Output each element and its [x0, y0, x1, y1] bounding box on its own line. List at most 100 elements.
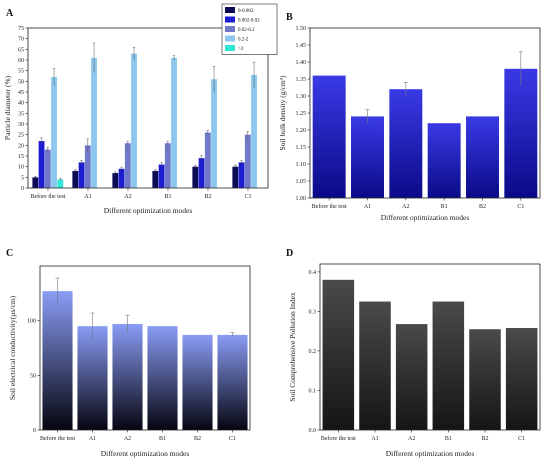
y-tick-label: 25: [18, 133, 24, 139]
bar-c-3: [147, 326, 178, 430]
bar-d-1: [359, 301, 391, 430]
y-tick-label: 1.25: [296, 111, 307, 117]
legend-label: >2: [238, 47, 244, 52]
x-tick-label: B2: [204, 194, 211, 200]
y-axis-label: Soil electrical conductivity(µs/cm): [8, 295, 17, 400]
bar-a-3-0: [51, 77, 57, 188]
x-tick-label: A1: [364, 204, 371, 210]
y-tick-label: 1.30: [296, 94, 307, 100]
panel-letter: C: [6, 248, 13, 259]
x-tick-label: B1: [441, 204, 448, 210]
x-tick-label: A1: [89, 436, 96, 442]
bar-a-2-2: [124, 143, 131, 188]
y-tick-label: 1.40: [296, 60, 307, 66]
y-tick-label: 1.10: [296, 162, 307, 168]
bar-a-0-1: [72, 170, 79, 188]
y-axis-label: Soil bulk density (g/cm³): [278, 75, 287, 150]
bar-a-0-3: [152, 170, 159, 188]
y-tick-label: 5: [21, 175, 24, 181]
bar-b-5: [504, 68, 538, 198]
bar-a-2-5: [244, 134, 251, 188]
bar-a-1-3: [158, 164, 165, 188]
plot-frame: [319, 263, 541, 431]
bar-a-3-2: [131, 53, 137, 188]
x-tick-label: A1: [84, 194, 91, 200]
x-tick-label: B1: [164, 194, 171, 200]
bar-a-2-1: [84, 145, 91, 188]
y-tick-label: 50: [30, 373, 36, 379]
y-tick-label: 55: [18, 69, 24, 75]
y-axis-label: Soil Comprehensive Pollution Index: [288, 292, 297, 402]
y-tick-label: 30: [18, 122, 24, 128]
bar-a-1-4: [198, 158, 205, 188]
y-tick-label: 10: [18, 165, 24, 171]
y-tick-label: 0.2: [309, 349, 317, 355]
y-tick-label: 1.35: [296, 77, 307, 83]
bar-a-3-5: [251, 74, 257, 188]
y-tick-label: 1.20: [296, 128, 307, 134]
panel-letter: A: [6, 8, 14, 19]
y-tick-label: 0: [21, 186, 24, 192]
x-tick-label: B2: [194, 436, 201, 442]
y-tick-label: 1.50: [296, 26, 307, 32]
legend-swatch: [225, 35, 235, 42]
x-axis-label: Different optimization modes: [101, 449, 190, 458]
x-tick-label: A2: [124, 194, 131, 200]
chart-panel-c: C 0 50 100 Before the test A1 A2 B1 B2 C1 Differen…: [6, 248, 251, 458]
legend-swatch: [225, 45, 235, 51]
x-tick-label: A1: [371, 436, 378, 442]
bar-b-4: [466, 116, 499, 198]
y-tick-label: 0.3: [309, 309, 317, 315]
x-tick-label: Before the test: [312, 203, 347, 210]
y-tick-label: 50: [18, 79, 24, 85]
y-axis-label: Particle diameter (%): [3, 75, 12, 140]
bar-d-0: [322, 279, 355, 430]
bar-a-3-4: [211, 79, 217, 188]
bar-a-1-0: [38, 141, 45, 188]
legend-swatch: [225, 7, 235, 13]
legend-swatch: [225, 16, 235, 23]
bar-c-2: [112, 323, 143, 430]
bar-a-2-4: [204, 132, 211, 188]
y-tick-label: 35: [18, 111, 24, 117]
x-tick-label: B2: [481, 436, 488, 442]
x-tick-label: C1: [244, 194, 251, 200]
bar-a-3-1: [91, 57, 97, 188]
bar-d-3: [432, 301, 465, 430]
y-tick-label: 1.45: [296, 43, 307, 49]
legend-label: 0.2-2: [238, 38, 249, 43]
y-tick-label: 45: [18, 90, 24, 96]
bar-a-1-2: [118, 168, 125, 188]
x-tick-label: B1: [159, 436, 166, 442]
x-axis-label: Different optimization modes: [104, 206, 193, 215]
bar-b-1: [351, 116, 384, 198]
legend: 0-0.002 0.002-0.02 0.02-0.2 0.2-2 >2: [221, 3, 278, 55]
bar-a-1-5: [238, 162, 245, 188]
x-tick-label: A2: [124, 436, 131, 442]
legend-label: 0.02-0.2: [238, 28, 255, 33]
y-tick-label: 75: [18, 26, 24, 32]
y-tick-label: 0: [33, 428, 36, 434]
bar-a-2-0: [44, 149, 51, 188]
bar-c-4: [182, 334, 213, 430]
x-axis-label: Different optimization modes: [381, 213, 470, 222]
x-tick-label: B1: [445, 436, 452, 442]
bar-a-0-5: [232, 166, 239, 188]
bar-d-2: [395, 324, 428, 430]
y-tick-label: 70: [18, 37, 24, 43]
y-tick-label: 20: [18, 143, 24, 149]
y-tick-label: 0.0: [309, 428, 317, 434]
y-tick-label: 1.05: [296, 179, 307, 185]
chart-panel-b: B 1.00 1.05 1.10 1.15 1.20 1.25 1.30 1.35 1.40 1.4…: [278, 12, 541, 222]
x-tick-label: A2: [408, 436, 415, 442]
x-tick-label: Before the test: [321, 435, 356, 442]
legend-label: 0.002-0.02: [238, 19, 260, 24]
y-tick-label: 0.4: [309, 270, 317, 276]
x-tick-label: B2: [479, 204, 486, 210]
chart-panel-d: D 0.0 0.1 0.2 0.3 0.4 Before the test A1 A2 B1 B2 C…: [286, 248, 541, 458]
x-tick-label: C1: [229, 436, 236, 442]
y-tick-label: 60: [18, 58, 24, 64]
y-tick-label: 100: [27, 319, 36, 325]
bar-c-0: [42, 291, 73, 430]
x-tick-label: C1: [517, 204, 524, 210]
